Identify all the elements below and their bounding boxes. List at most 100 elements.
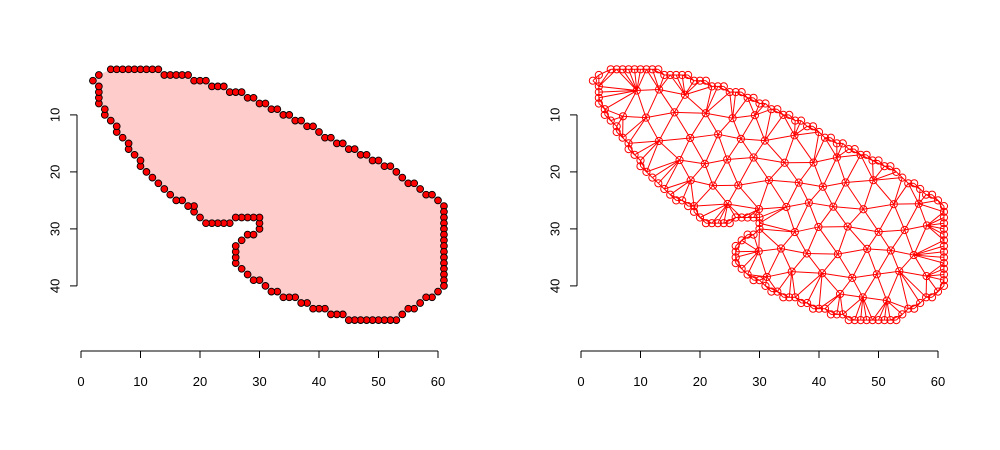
mesh-node <box>826 133 836 142</box>
mesh-node <box>939 219 949 228</box>
mesh-edge <box>604 90 638 110</box>
polygon-area <box>92 69 444 321</box>
mesh-node <box>916 298 925 308</box>
mesh-edge <box>878 203 895 233</box>
mesh-node <box>872 270 881 279</box>
mesh-node <box>850 316 859 325</box>
mesh-edge <box>896 171 903 178</box>
boundary-point <box>124 139 133 148</box>
mesh-node <box>910 304 919 313</box>
mesh-node <box>708 181 718 190</box>
mesh-node <box>680 90 690 99</box>
mesh-node <box>636 156 645 165</box>
x-tick-label: 0 <box>577 374 584 389</box>
y-tick-label: 30 <box>48 222 63 236</box>
mesh-edge <box>674 112 691 139</box>
mesh-node <box>910 179 919 188</box>
mesh-node <box>818 269 827 278</box>
mesh-node <box>794 178 803 187</box>
mesh-edge <box>690 133 719 139</box>
mesh-edge <box>645 89 660 118</box>
mesh-node <box>814 222 823 232</box>
mesh-node <box>850 145 859 154</box>
y-tick-label: 20 <box>48 165 63 179</box>
mesh-node <box>927 293 937 302</box>
mesh-edge <box>794 135 814 163</box>
mesh-node <box>886 162 895 171</box>
mesh-edge <box>663 188 671 196</box>
mesh-edge <box>872 179 895 205</box>
mesh-edge <box>726 159 739 186</box>
boundary-point <box>184 202 192 210</box>
mesh-edge <box>758 206 787 210</box>
mesh-edge <box>768 179 799 184</box>
mesh-edge <box>806 252 838 255</box>
mesh-edge <box>886 271 900 301</box>
mesh-edge <box>847 226 879 233</box>
mesh-node <box>790 131 799 140</box>
boundary-point <box>237 236 246 245</box>
mesh-edge <box>913 254 944 258</box>
mesh-edge <box>794 120 802 136</box>
mesh-node <box>874 316 883 325</box>
mesh-edge <box>646 159 680 173</box>
mesh-node <box>782 202 791 212</box>
mesh-node <box>594 70 603 80</box>
mesh-node <box>790 227 799 237</box>
mesh-node <box>939 230 949 239</box>
mesh-edge <box>669 194 677 201</box>
mesh-edge <box>784 135 795 163</box>
mesh-edge <box>652 177 659 184</box>
mesh-node <box>737 213 746 222</box>
mesh-edge <box>866 154 873 161</box>
mesh-edge <box>727 203 760 210</box>
mesh-node <box>743 230 752 239</box>
mesh-edge <box>913 254 945 264</box>
mesh-edge <box>893 183 909 205</box>
mesh-node <box>767 105 776 114</box>
mesh-node <box>731 241 740 251</box>
mesh-node <box>723 199 732 209</box>
mesh-edge <box>689 137 706 165</box>
boundary-point <box>398 173 407 182</box>
boundary-point <box>130 150 139 159</box>
mesh-edge <box>759 206 787 224</box>
mesh-node <box>725 219 734 228</box>
mesh-node <box>755 276 764 285</box>
mesh-node <box>791 116 800 125</box>
mesh-node <box>889 200 898 209</box>
mesh-edge <box>904 203 920 231</box>
boundary-point <box>374 156 383 165</box>
boundary-point <box>118 133 127 142</box>
mesh-edge <box>918 194 927 205</box>
mesh-edge <box>658 74 665 90</box>
mesh-edge <box>822 157 838 187</box>
mesh-edge <box>794 231 808 254</box>
mesh-edge <box>616 116 624 127</box>
mesh-node <box>660 184 669 194</box>
boundary-point <box>184 71 192 79</box>
mesh-edge <box>598 90 637 99</box>
mesh-edge <box>901 308 909 315</box>
x-tick-label: 0 <box>77 374 84 389</box>
mesh-node <box>869 176 878 185</box>
mesh-node <box>922 271 931 281</box>
mesh-node <box>743 93 752 102</box>
mesh-node <box>843 222 852 231</box>
mesh-edge <box>674 94 686 113</box>
mesh-node <box>594 82 603 91</box>
mesh-node <box>814 304 824 313</box>
mesh-node <box>868 316 877 325</box>
mesh-edge <box>813 162 824 187</box>
mesh-edge <box>764 276 768 286</box>
mesh-edge <box>873 177 903 181</box>
mesh-node <box>939 281 949 290</box>
mesh-node <box>689 202 699 211</box>
mesh-node <box>898 173 907 182</box>
mesh-edge <box>735 239 742 247</box>
mesh-node <box>835 289 845 299</box>
mesh-node <box>797 116 806 125</box>
mesh-edge <box>898 270 927 298</box>
mesh-node <box>689 207 699 216</box>
boundary-point <box>279 293 288 302</box>
